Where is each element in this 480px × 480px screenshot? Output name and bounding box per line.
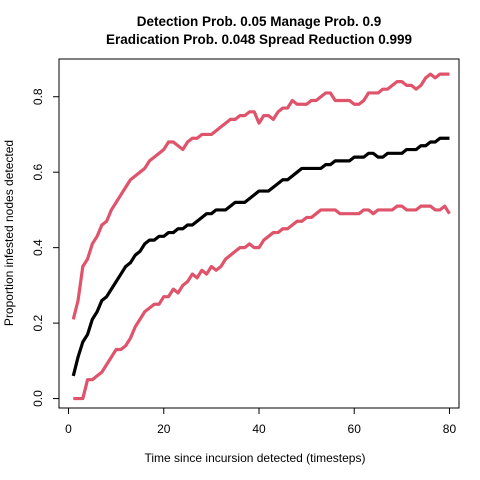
x-tick-label: 80 [443,422,457,436]
y-tick-label: 0.6 [31,164,45,181]
y-tick-label: 0.2 [31,314,45,331]
x-tick-label: 0 [65,422,72,436]
x-axis-label: Time since incursion detected (timesteps… [145,451,366,465]
y-axis: 0.0 0.2 0.4 0.6 0.8 [31,88,60,407]
y-tick-label: 0.0 [31,390,45,407]
x-axis: 0 20 40 60 80 [65,407,457,436]
y-axis-label: Proportion infested nodes detected [2,140,16,326]
series-layer [71,72,451,401]
y-tick-label: 0.4 [31,239,45,256]
x-tick-label: 20 [157,422,171,436]
x-tick-label: 60 [348,422,362,436]
series-line-lower [73,204,451,401]
y-tick-label: 0.8 [31,88,45,105]
chart-title: Detection Prob. 0.05 Manage Prob. 0.9 [137,14,382,29]
series-line-upper [71,72,450,320]
chart-subtitle: Eradication Prob. 0.048 Spread Reduction… [106,32,412,47]
series-line-mean [71,136,450,377]
x-tick-label: 40 [252,422,266,436]
